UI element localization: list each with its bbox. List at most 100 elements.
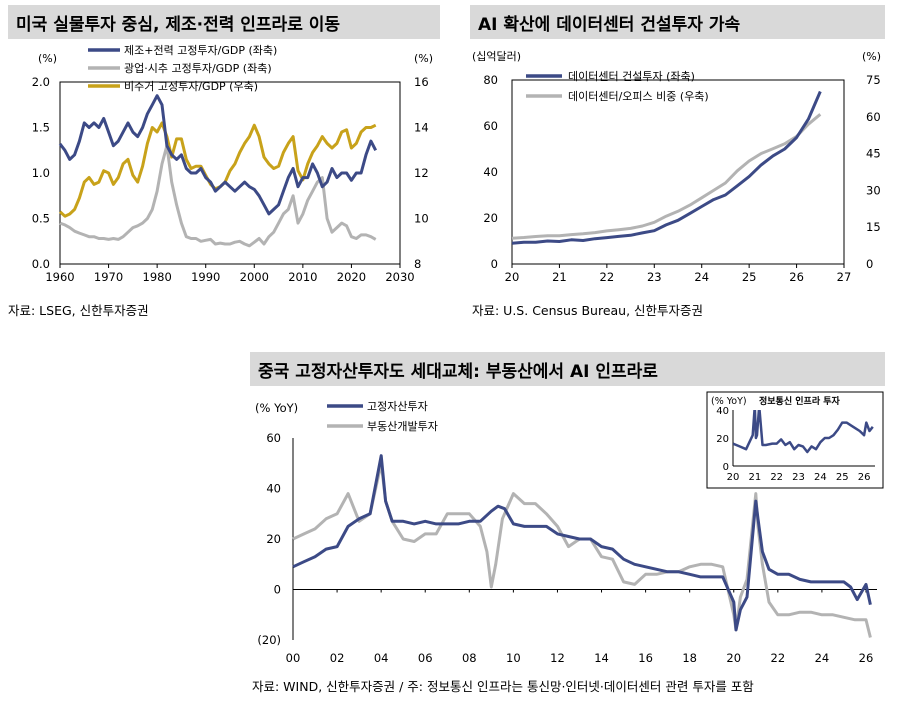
- y-left-unit: (십억달러): [472, 50, 521, 63]
- plot-frame: [59, 81, 401, 265]
- manufacturing-investment-chart: (%) (%) 1960 1970 1980 1990 2000 2010 2020 2030 0.…: [32, 44, 433, 284]
- x-tick-label: 24: [815, 651, 830, 665]
- y-right-unit: (%): [862, 50, 881, 63]
- datacenter-construction-chart: (십억달러) (%) 20 21 22 23 24 25 26 27 0 20 40 60 80 0 15 30 4…: [472, 50, 881, 284]
- panel3-source: 자료: WIND, 신한투자증권 / 주: 정보통신 인프라는 통신망·인터넷·…: [252, 679, 754, 694]
- series-line: [58, 121, 377, 218]
- y-unit: (% YoY): [255, 401, 298, 415]
- x-tick-label: 20: [505, 270, 520, 284]
- inset-y-tick-label: 20: [716, 434, 729, 445]
- x-tick-label: 27: [837, 270, 852, 284]
- x-tick-label: 02: [330, 651, 345, 665]
- y-tick-label: 0: [274, 583, 281, 597]
- inset-y-unit: (% YoY): [711, 396, 747, 407]
- x-tick-label: 2000: [240, 270, 269, 284]
- y-right-tick-label: 15: [866, 220, 881, 234]
- inset-x-tick-label: 23: [792, 472, 805, 483]
- x-tick-label: 2020: [337, 270, 366, 284]
- x-tick-label: 08: [462, 651, 477, 665]
- y-left-tick-label: 40: [483, 165, 498, 179]
- x-tick-label: 1970: [94, 270, 123, 284]
- panel2-header: AI 확산에 데이터센터 건설투자 가속: [470, 5, 885, 39]
- legend-label: 고정자산투자: [367, 400, 428, 413]
- y-right-tick-label: 75: [866, 73, 881, 87]
- inset-title: 정보통신 인프라 투자: [759, 395, 841, 407]
- y-left-tick-label: 0: [491, 257, 498, 271]
- x-tick-label: 1980: [143, 270, 172, 284]
- y-left-tick-label: 20: [483, 211, 498, 225]
- x-tick-label: 21: [552, 270, 567, 284]
- inset-plot-area: [733, 410, 874, 454]
- panel2-title: AI 확산에 데이터센터 건설투자 가속: [478, 15, 741, 35]
- plot-frame: [511, 79, 845, 265]
- legend-label: 데이터센터/오피스 비중 (우축): [568, 90, 709, 103]
- y-right-tick-label: 12: [414, 166, 429, 180]
- inset-frame: [706, 391, 884, 489]
- x-tick-label: 1960: [45, 270, 74, 284]
- x-tick-label: 06: [418, 651, 433, 665]
- y-tick-label: (20): [257, 633, 281, 647]
- x-tick-label: 2030: [385, 270, 414, 284]
- y-tick-label: 60: [266, 431, 281, 445]
- inset-y-tick-label: 40: [716, 406, 729, 417]
- y-left-tick-label: 80: [483, 73, 498, 87]
- x-tick-label: 22: [771, 651, 786, 665]
- y-left-tick-label: 0.5: [32, 212, 50, 226]
- x-tick-label: 10: [506, 651, 521, 665]
- y-left-tick-label: 1.0: [32, 166, 50, 180]
- x-tick-label: 16: [638, 651, 653, 665]
- legend-label: 광업·시추 고정투자/GDP (좌축): [124, 62, 272, 75]
- x-tick-label: 23: [647, 270, 662, 284]
- y-left-tick-label: 60: [483, 119, 498, 133]
- y-right-tick-label: 45: [866, 147, 881, 161]
- y-left-unit: (%): [38, 52, 57, 65]
- inset-x-tick-label: 25: [836, 472, 849, 483]
- x-tick-label: 26: [789, 270, 804, 284]
- y-left-tick-label: 1.5: [32, 121, 50, 135]
- x-tick-label: 1990: [191, 270, 220, 284]
- y-right-tick-label: 0: [866, 257, 873, 271]
- x-tick-label: 12: [550, 651, 565, 665]
- series-line: [58, 94, 378, 216]
- inset-x-tick-label: 21: [748, 472, 761, 483]
- y-tick-label: 20: [266, 532, 281, 546]
- panel1-title: 미국 실물투자 중심, 제조·전력 인프라로 이동: [16, 15, 341, 35]
- y-right-tick-label: 30: [866, 183, 881, 197]
- inset-series-line: [733, 410, 874, 454]
- series-line: [511, 90, 822, 245]
- x-tick-label: 2010: [288, 270, 317, 284]
- panel2-source: 자료: U.S. Census Bureau, 신한투자증권: [472, 303, 704, 318]
- x-tick-label: 04: [374, 651, 389, 665]
- legend-label: 부동산개발투자: [367, 420, 438, 433]
- panel1-header: 미국 실물투자 중심, 제조·전력 인프라로 이동: [8, 5, 440, 39]
- series-line: [511, 113, 822, 240]
- panel3-title: 중국 고정자산투자도 세대교체: 부동산에서 AI 인프라로: [258, 362, 658, 382]
- x-tick-label: 00: [286, 651, 301, 665]
- panel3-header: 중국 고정자산투자도 세대교체: 부동산에서 AI 인프라로: [250, 352, 885, 386]
- legend-label: 데이터센터 건설투자 (좌축): [568, 70, 695, 83]
- inset-x-tick-label: 26: [858, 472, 871, 483]
- x-tick-label: 20: [726, 651, 741, 665]
- inset-y-tick-label: 0: [723, 462, 729, 473]
- x-tick-label: 18: [682, 651, 697, 665]
- inset-x-tick-label: 24: [814, 472, 827, 483]
- y-right-unit: (%): [414, 52, 433, 65]
- inset-x-tick-label: 22: [770, 472, 783, 483]
- x-tick-label: 25: [742, 270, 757, 284]
- panel1-source: 자료: LSEG, 신한투자증권: [8, 303, 149, 318]
- y-left-tick-label: 2.0: [32, 75, 50, 89]
- x-tick-label: 22: [600, 270, 615, 284]
- series-line: [59, 144, 377, 248]
- y-left-tick-label: 0.0: [32, 257, 50, 271]
- y-right-tick-label: 60: [866, 110, 881, 124]
- series-line: [292, 454, 872, 632]
- x-tick-label: 26: [859, 651, 874, 665]
- legend-label: 비주거 고정투자/GDP (우축): [124, 80, 258, 93]
- x-tick-label: 24: [694, 270, 709, 284]
- y-right-tick-label: 8: [414, 257, 421, 271]
- legend-label: 제조+전력 고정투자/GDP (좌축): [124, 44, 277, 57]
- y-right-tick-label: 14: [414, 121, 429, 135]
- series-line: [292, 461, 872, 638]
- y-tick-label: 40: [266, 482, 281, 496]
